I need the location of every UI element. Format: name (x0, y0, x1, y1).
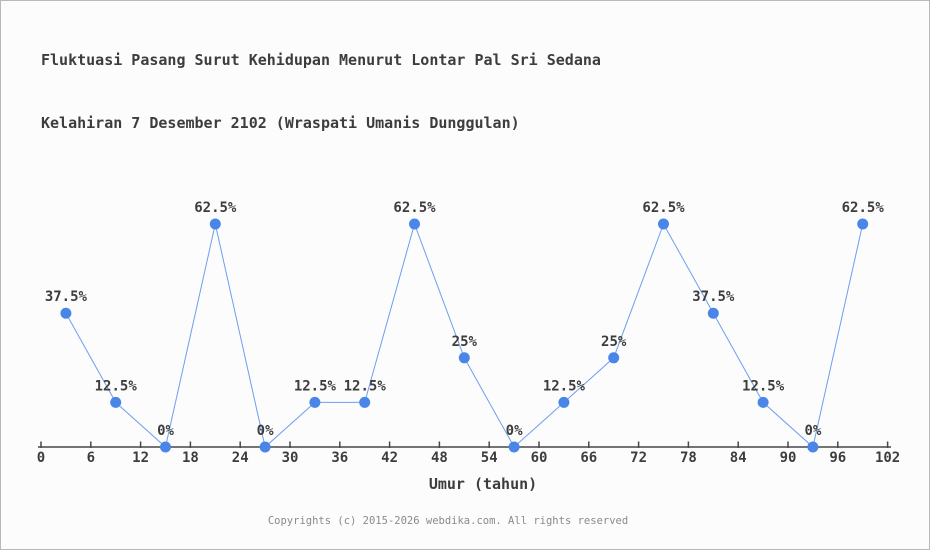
data-point-label: 12.5% (95, 378, 138, 394)
x-axis-tick-label: 60 (531, 450, 548, 466)
x-axis-tick-label: 6 (87, 450, 95, 466)
data-point-marker[interactable] (309, 396, 321, 408)
data-point-marker[interactable] (259, 441, 271, 453)
x-axis-tick-label: 0 (37, 450, 45, 466)
x-axis-tick-label: 78 (680, 450, 697, 466)
data-point-marker[interactable] (209, 218, 221, 230)
x-axis-tick-label: 66 (580, 450, 597, 466)
data-point-marker[interactable] (359, 396, 371, 408)
data-point-label: 25% (601, 334, 627, 350)
data-point-label: 25% (452, 334, 478, 350)
data-point-marker[interactable] (658, 218, 669, 230)
data-point-label: 0% (506, 423, 523, 439)
data-point-marker[interactable] (807, 441, 819, 453)
data-point-marker[interactable] (608, 352, 620, 364)
data-point-label: 37.5% (45, 289, 88, 305)
x-axis-tick-label: 96 (829, 450, 846, 466)
data-point-marker[interactable] (458, 352, 470, 364)
data-point-label: 62.5% (642, 200, 685, 216)
data-point-marker[interactable] (409, 218, 420, 230)
x-axis-tick-label: 30 (282, 450, 299, 466)
x-axis-tick-label: 48 (431, 450, 448, 466)
data-point-label: 12.5% (344, 378, 387, 394)
data-point-marker[interactable] (508, 441, 520, 453)
data-point-label: 62.5% (842, 200, 885, 216)
data-point-marker[interactable] (558, 396, 570, 408)
data-point-label: 0% (804, 423, 821, 439)
x-axis-label: Umur (tahun) (428, 475, 538, 493)
data-point-marker[interactable] (60, 307, 72, 319)
chart-title-line1: Fluktuasi Pasang Surut Kehidupan Menurut… (41, 51, 601, 69)
x-axis-tick-label: 54 (481, 450, 498, 466)
data-point-marker[interactable] (857, 218, 869, 230)
x-axis-tick-label: 42 (381, 450, 398, 466)
x-axis-tick-label: 36 (331, 450, 348, 466)
data-point-marker[interactable] (757, 396, 769, 408)
x-axis-tick-label: 72 (630, 450, 647, 466)
x-axis-tick-label: 102 (875, 450, 900, 466)
data-point-marker[interactable] (160, 441, 171, 453)
data-point-label: 12.5% (543, 378, 586, 394)
data-point-label: 0% (157, 423, 174, 439)
copyright-text: Copyrights (c) 2015-2026 webdika.com. Al… (267, 515, 629, 527)
data-point-label: 0% (257, 423, 274, 439)
x-axis-tick-label: 18 (182, 450, 199, 466)
x-axis-tick-label: 90 (780, 450, 797, 466)
data-point-marker[interactable] (110, 396, 122, 408)
data-point-label: 12.5% (742, 378, 785, 394)
data-point-label: 37.5% (692, 289, 735, 305)
data-point-label: 62.5% (194, 200, 237, 216)
chart-title-line2: Kelahiran 7 Desember 2102 (Wraspati Uman… (41, 114, 520, 132)
x-axis-tick-label: 84 (730, 450, 747, 466)
chart-title: Fluktuasi Pasang Surut Kehidupan Menurut… (41, 8, 601, 176)
data-point-label: 12.5% (294, 378, 337, 394)
data-point-label: 62.5% (393, 200, 436, 216)
x-axis-tick-label: 12 (132, 450, 149, 466)
x-axis-tick-label: 24 (232, 450, 249, 466)
data-point-marker[interactable] (707, 307, 719, 319)
